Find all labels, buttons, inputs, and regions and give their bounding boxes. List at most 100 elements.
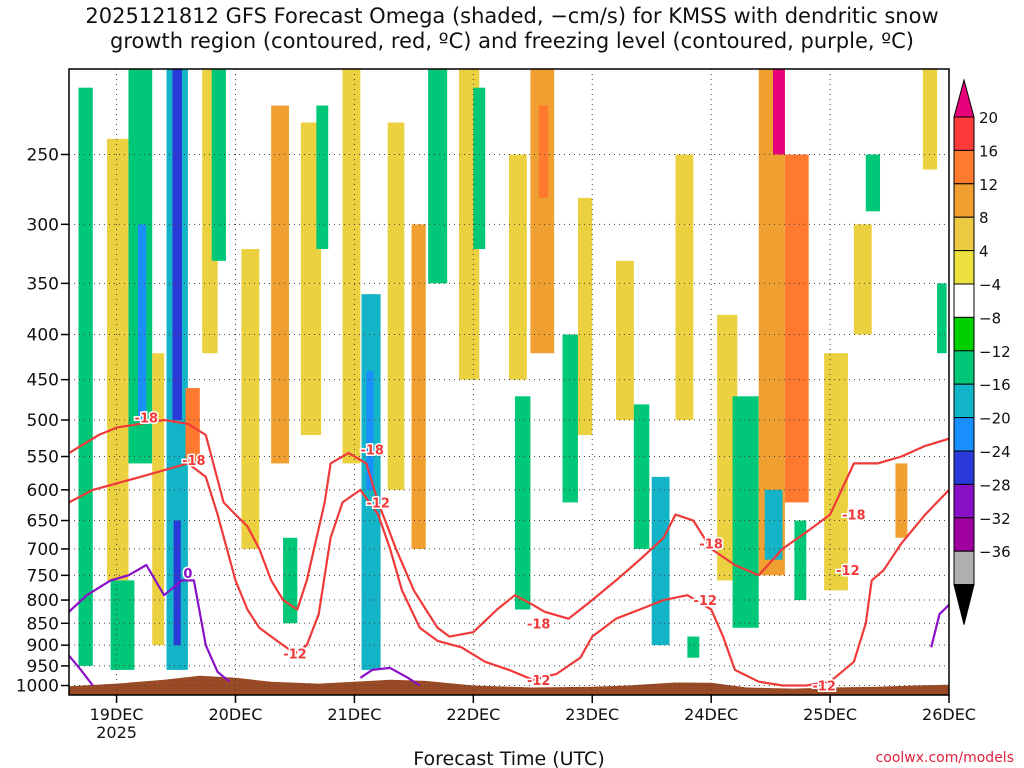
omega-cell-5 <box>152 353 165 646</box>
colorbar-box-11 <box>953 483 975 519</box>
y-tick-label-650: 650 <box>27 512 59 532</box>
omega-cell-47 <box>922 69 938 170</box>
contour-label-2: -18 <box>360 443 384 458</box>
omega-cell-32 <box>633 404 650 549</box>
x-tick-label-25DEC: 25DEC <box>803 705 857 724</box>
x-year-label: 2025 <box>96 723 137 742</box>
x-tick-label-26DEC: 26DEC <box>922 705 976 724</box>
omega-cell-25 <box>509 154 527 380</box>
contours <box>69 418 949 687</box>
omega-cell-21 <box>411 224 426 549</box>
omega-cell-41 <box>784 154 809 503</box>
colorbar: 20 16 12 8 4 −4 −8 −12 −16 −20 −24 −28 −32 −36 <box>953 78 1011 625</box>
contour-label-7: -12 <box>283 648 307 663</box>
y-tick-label-900: 900 <box>27 636 59 656</box>
colorbar-bottom-arrow <box>953 584 975 625</box>
contour-label-5: -18 <box>842 509 866 524</box>
colorbar-box-10 <box>953 450 975 485</box>
terrain <box>69 675 949 695</box>
y-tick-label-400: 400 <box>27 326 59 346</box>
contour-label-6: -12 <box>366 496 390 511</box>
y-tick-label-800: 800 <box>27 591 59 611</box>
colorbar-label-7: −12 <box>979 343 1011 361</box>
contour-label-8: -12 <box>527 674 551 689</box>
colorbar-label-1: 16 <box>979 142 998 160</box>
x-tick-label-20DEC: 20DEC <box>209 705 263 724</box>
x-tick-label-21DEC: 21DEC <box>327 705 381 724</box>
omega-cell-48 <box>937 283 947 354</box>
omega-cell-17 <box>342 69 361 464</box>
omega-cell-36 <box>717 314 738 581</box>
contour-label-4: -18 <box>699 537 723 552</box>
plot-frame <box>68 68 950 696</box>
chart-title: 2025121812 GFS Forecast Omega (shaded, −… <box>85 4 939 53</box>
colorbar-label-4: 4 <box>979 243 989 261</box>
omega-cell-44 <box>853 224 872 335</box>
y-tick-label-950: 950 <box>27 657 59 677</box>
omega-cell-14 <box>283 537 298 624</box>
omega-cell-8 <box>173 520 181 646</box>
omega-cell-13 <box>271 105 289 464</box>
omega-cell-1 <box>107 138 129 581</box>
colorbar-label-13: −36 <box>979 543 1011 561</box>
y-tick-label-700: 700 <box>27 540 59 560</box>
omega-cell-43 <box>824 353 848 591</box>
contour-label-0: -18 <box>135 412 159 427</box>
x-tick-label-19DEC: 19DEC <box>90 705 144 724</box>
omega-cell-16 <box>316 105 329 250</box>
omega-cell-37 <box>732 396 759 628</box>
watermark: coolwx.com/models <box>875 750 1014 766</box>
colorbar-box-4 <box>953 250 975 285</box>
colorbar-label-8: −16 <box>979 376 1011 394</box>
omega-cell-20 <box>387 122 405 490</box>
omega-cell-42 <box>794 520 807 601</box>
colorbar-label-9: −20 <box>979 410 1011 428</box>
omega-cell-7 <box>172 69 182 421</box>
contour-0-5 <box>930 604 949 648</box>
omega-cell-29 <box>562 334 578 503</box>
omega-cell-30 <box>577 197 593 436</box>
y-tick-label-850: 850 <box>27 614 59 634</box>
y-tick-label-550: 550 <box>27 448 59 468</box>
omega-cell-40 <box>764 489 783 560</box>
colorbar-label-5: −4 <box>979 276 1001 294</box>
colorbar-box-0 <box>953 116 975 151</box>
contour-label-3: -18 <box>527 617 551 632</box>
omega-cell-27 <box>530 69 555 354</box>
omega-cell-22 <box>428 69 448 284</box>
colorbar-box-6 <box>953 316 975 352</box>
contour-label-1: -18 <box>182 454 206 469</box>
omega-cell-33 <box>651 476 670 646</box>
contour--12-1 <box>69 462 949 687</box>
colorbar-label-11: −28 <box>979 476 1011 494</box>
x-axis-title: Forecast Time (UTC) <box>413 748 604 768</box>
omega-cell-26 <box>514 396 531 610</box>
x-tick-label-22DEC: 22DEC <box>446 705 500 724</box>
omega-cell-4 <box>137 224 147 421</box>
colorbar-box-1 <box>953 149 975 185</box>
colorbar-label-2: 12 <box>979 176 998 194</box>
omega-cell-15 <box>300 122 322 436</box>
omega-cell-11 <box>211 69 226 261</box>
omega-cell-39 <box>773 69 785 155</box>
y-tick-label-350: 350 <box>27 274 59 294</box>
omega-cell-0 <box>78 87 93 666</box>
colorbar-label-0: 20 <box>979 109 998 127</box>
terrain-fill <box>69 675 949 695</box>
colorbar-top-arrow <box>953 78 975 118</box>
colorbar-label-10: −24 <box>979 443 1011 461</box>
colorbar-box-9 <box>953 417 975 452</box>
omega-cell-46 <box>895 463 908 538</box>
omega-cell-19 <box>366 371 374 490</box>
colorbar-box-5 <box>953 283 975 318</box>
colorbar-box-7 <box>953 350 975 385</box>
contour-0-3 <box>359 666 421 687</box>
y-tick-label-1000: 1000 <box>16 677 59 697</box>
colorbar-box-8 <box>953 383 975 419</box>
omega-cell-34 <box>675 154 694 421</box>
y-tick-label-600: 600 <box>27 481 59 501</box>
omega-cell-12 <box>241 249 260 549</box>
y-axis: 2503003504004505005506006507007508008509… <box>16 145 69 697</box>
colorbar-box-2 <box>953 183 975 218</box>
omega-cell-35 <box>687 636 700 658</box>
